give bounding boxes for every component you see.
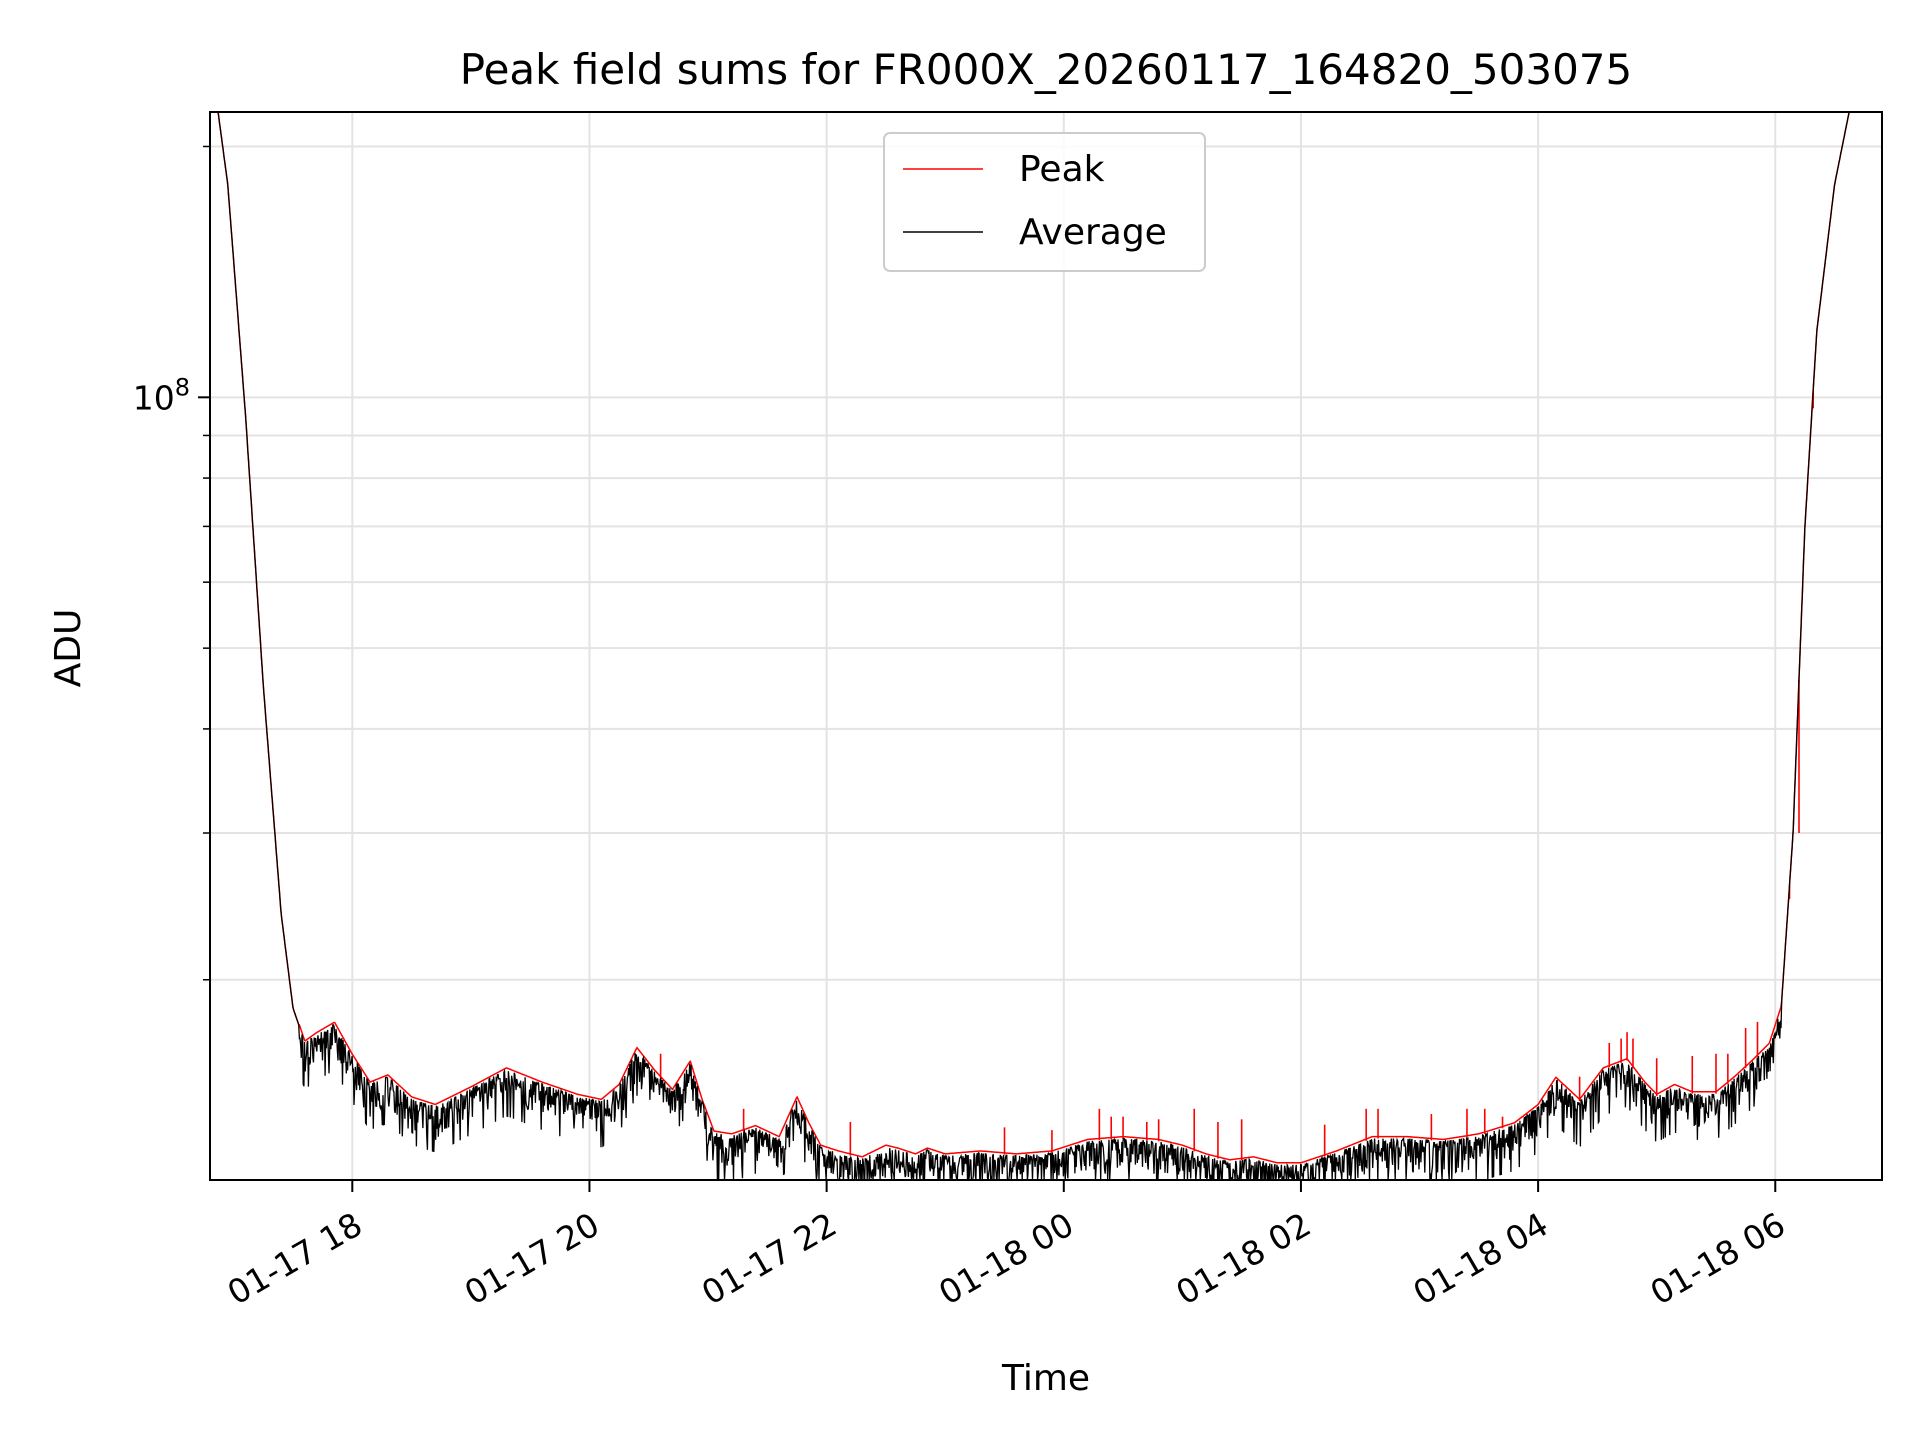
x-ticks: 01-17 18 01-17 20 01-17 22 01-18 00 01-18 02… xyxy=(221,1180,1792,1313)
legend-average-label: Average xyxy=(1019,212,1167,253)
x-tick-label: 01-18 00 xyxy=(932,1205,1080,1313)
chart-title: Peak field sums for FR000X_20260117_1648… xyxy=(460,45,1633,94)
x-tick-label: 01-18 04 xyxy=(1407,1205,1555,1313)
peak-line xyxy=(210,112,1882,1164)
axes-frame xyxy=(209,111,1883,1181)
average-line xyxy=(210,112,1882,1180)
x-tick-label: 01-17 20 xyxy=(458,1205,606,1313)
grid xyxy=(210,112,1882,1180)
plot-area xyxy=(210,112,1882,1180)
y-ticks: 108 xyxy=(133,145,210,981)
x-tick-label: 01-18 06 xyxy=(1644,1205,1792,1313)
x-tick-label: 01-17 18 xyxy=(221,1205,369,1313)
x-tick-label: 01-18 02 xyxy=(1169,1205,1317,1313)
x-axis-label: Time xyxy=(1001,1358,1090,1399)
series-group xyxy=(210,112,1882,1180)
legend-peak-label: Peak xyxy=(1019,149,1105,190)
legend-box xyxy=(883,132,1206,272)
y-tick-label: 108 xyxy=(133,373,190,417)
x-tick-label: 01-17 22 xyxy=(695,1205,843,1313)
legend: Peak Average xyxy=(883,132,1206,272)
y-axis-label: ADU xyxy=(48,609,89,688)
